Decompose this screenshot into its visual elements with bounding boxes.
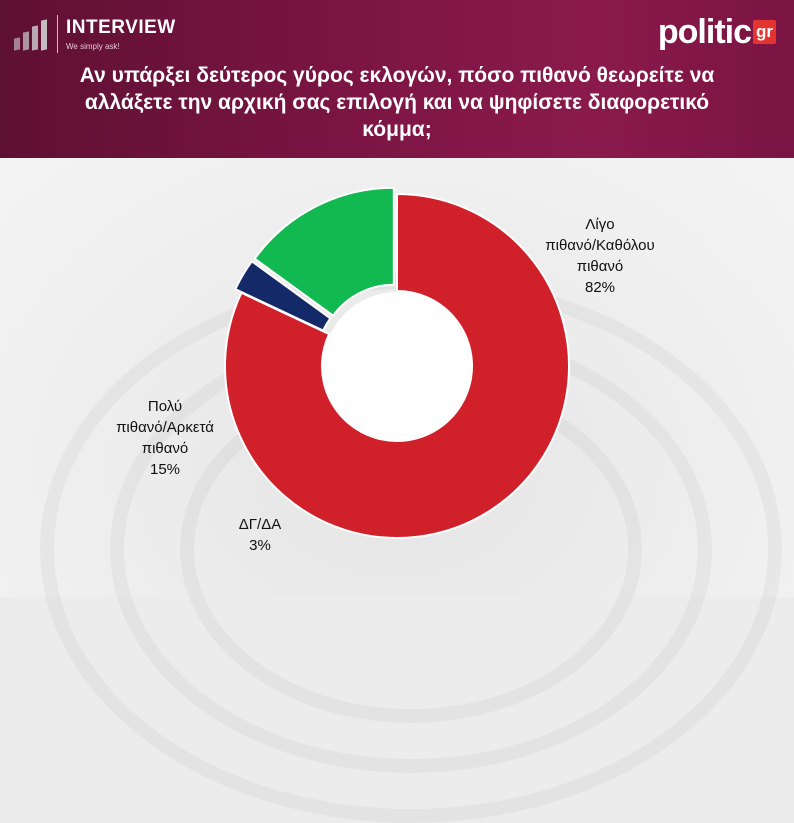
slice-label-dk-na: ΔΓ/ΔΑ 3% [225,514,295,556]
interview-logo: INTERVIEW We simply ask! [14,14,176,54]
slice-unlikely [224,192,570,539]
interview-tagline: We simply ask! [66,41,120,51]
slice-label-likely-line: πιθανό [141,440,189,457]
slice-label-dk-na-line: ΔΓ/ΔΑ [238,516,282,533]
slice-label-unlikely-line: πιθανό [576,258,624,275]
header-banner: INTERVIEW We simply ask! politic gr Αν υ… [0,0,794,158]
donut-hole [323,292,471,440]
slice-dk-na [234,259,332,332]
slice-value-dk-na: 3% [249,537,271,554]
logo-divider [57,15,58,53]
slice-value-unlikely: 82% [584,279,616,296]
slice-value-likely: 15% [149,461,181,478]
politic-brand-name: politic [657,13,752,51]
politic-brand-suffix: gr [753,20,776,44]
slice-label-unlikely-line: πιθανό/Καθόλου [545,237,655,254]
slice-label-unlikely: Λίγο πιθανό/Καθόλου πιθανό 82% [525,214,675,298]
slice-likely [253,186,395,318]
slice-label-likely: Πολύ πιθανό/Αρκετά πιθανό 15% [90,396,240,480]
chart-title: Αν υπάρξει δεύτερος γύρος εκλογών, πόσο … [79,64,715,141]
slice-label-unlikely-line: Λίγο [585,216,615,233]
interview-brand-name: INTERVIEW [66,16,176,38]
donut-chart [224,186,570,539]
slice-label-likely-line: πιθανό/Αρκετά [116,419,214,436]
politic-logo: politic gr [658,12,776,52]
slice-label-likely-line: Πολύ [147,398,183,415]
